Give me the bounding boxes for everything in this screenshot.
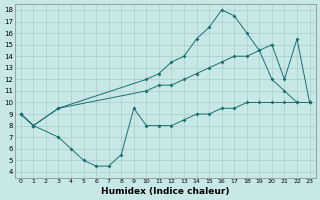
X-axis label: Humidex (Indice chaleur): Humidex (Indice chaleur) [101,187,229,196]
